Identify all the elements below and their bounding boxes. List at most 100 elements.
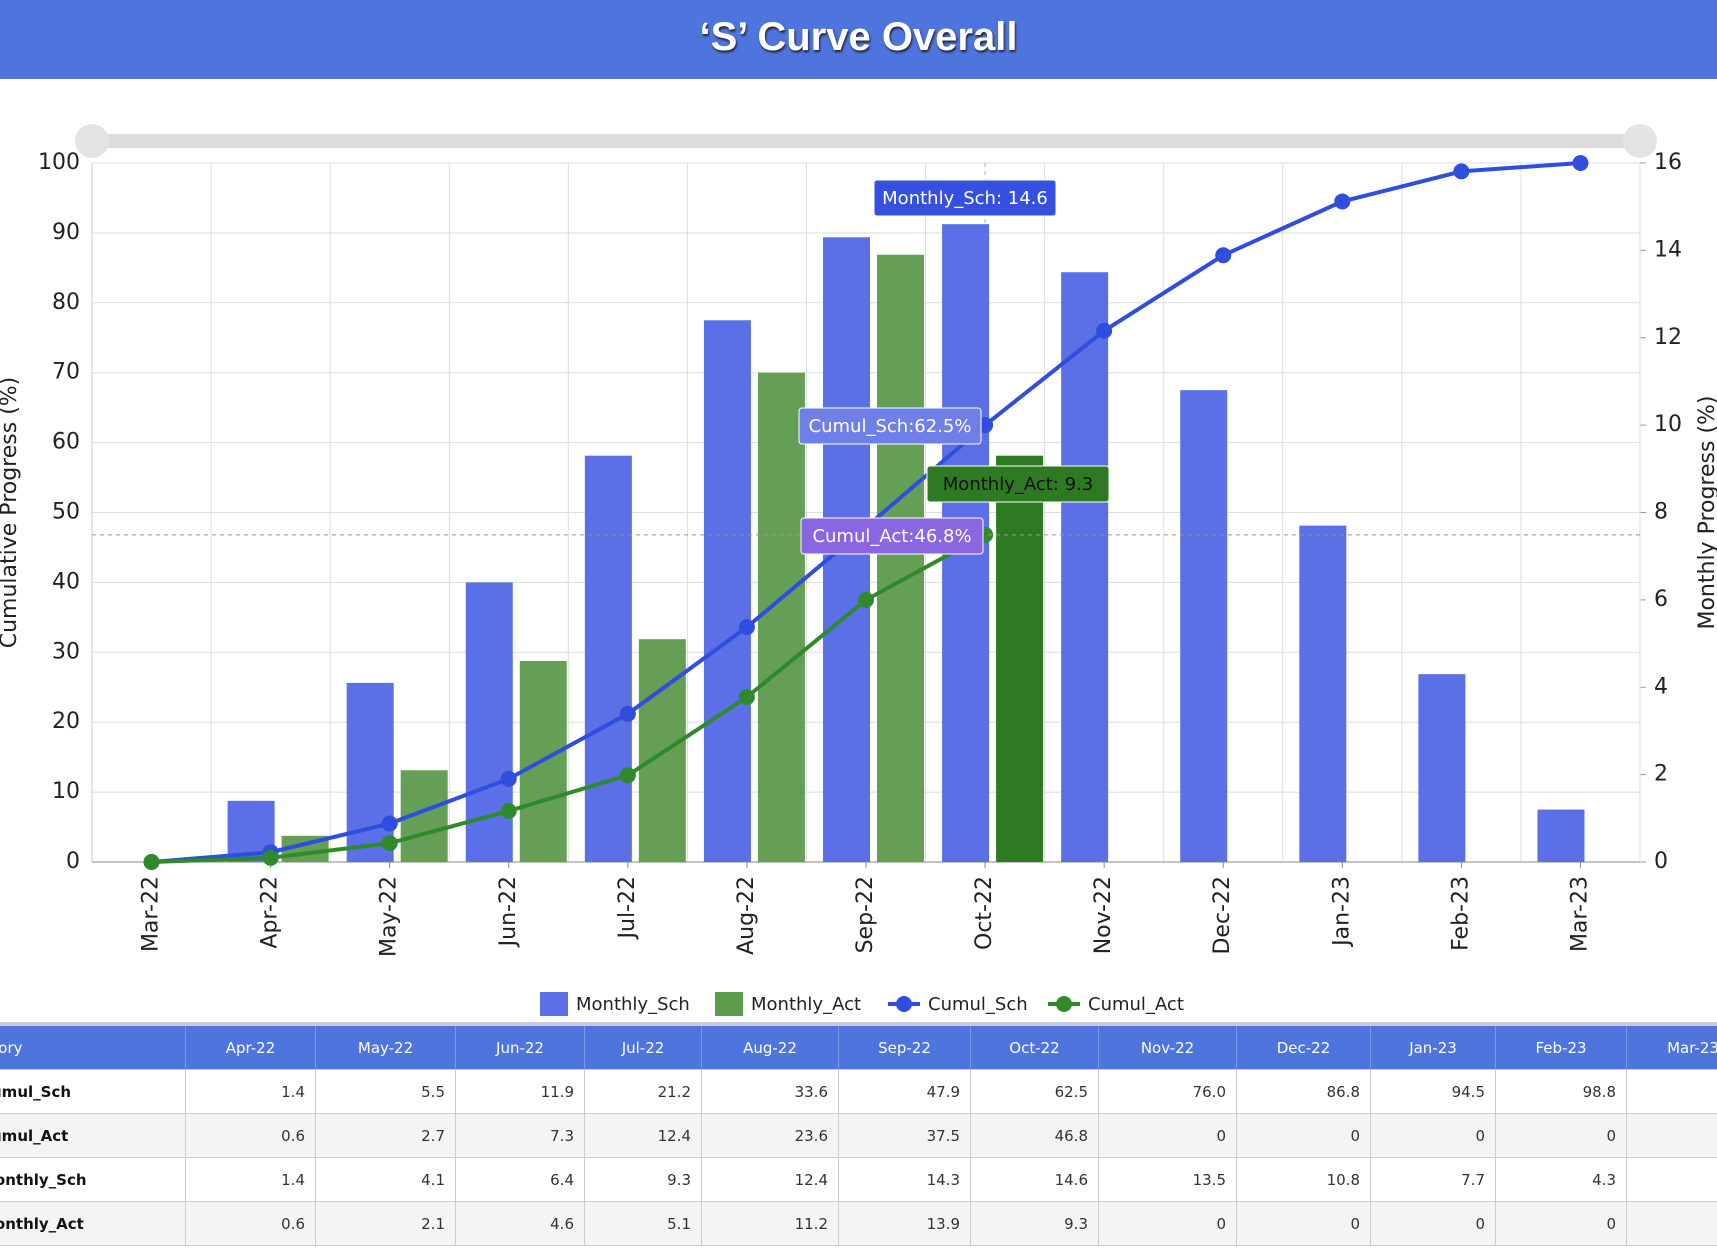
y-tick-label: 0 bbox=[66, 849, 80, 874]
table-cell: 62.5 bbox=[971, 1070, 1099, 1114]
table-cell: 12.4 bbox=[702, 1158, 839, 1202]
table-cell: Cumul_Sch bbox=[0, 1070, 186, 1114]
tooltip-text: Cumul_Act:46.8% bbox=[812, 526, 971, 547]
y2-tick-label: 6 bbox=[1654, 587, 1668, 612]
column-header: May-22 bbox=[316, 1026, 456, 1070]
bar bbox=[1299, 525, 1347, 862]
bar bbox=[877, 254, 924, 862]
column-header: Nov-22 bbox=[1099, 1026, 1237, 1070]
point bbox=[381, 815, 398, 832]
x-tick-label: Nov-22 bbox=[1091, 876, 1116, 954]
table-cell bbox=[1627, 1070, 1717, 1114]
tooltip-box bbox=[798, 407, 982, 445]
chart: 0 10 20 30 40 50 60 70 80 90 100 0 2 4 6 8 10 12 14 16 Cumul… bbox=[0, 124, 1717, 1016]
legend-label: Cumul_Act bbox=[1088, 994, 1184, 1015]
legend-swatch bbox=[540, 992, 568, 1016]
table-cell: 12.4 bbox=[585, 1114, 702, 1158]
tooltip: Monthly_Act: 9.3 bbox=[926, 465, 1110, 503]
table-cell: 0 bbox=[1496, 1202, 1627, 1246]
page-title: ‘S’ Curve Overall bbox=[0, 0, 1717, 79]
y-tick-label: 60 bbox=[52, 430, 80, 455]
table-row: Monthly_Sch1.44.16.49.312.414.314.613.51… bbox=[0, 1158, 1717, 1202]
tooltip: Cumul_Sch:62.5% bbox=[798, 407, 982, 445]
point bbox=[381, 835, 398, 852]
slider-handle[interactable] bbox=[1623, 124, 1657, 158]
y2-tick-label: 2 bbox=[1654, 762, 1668, 787]
x-tick-label: Apr-22 bbox=[258, 876, 283, 949]
point bbox=[858, 591, 874, 608]
point bbox=[738, 689, 755, 706]
x-tick-label: Mar-23 bbox=[1567, 876, 1592, 952]
table-cell bbox=[1627, 1202, 1717, 1246]
tooltip: Cumul_Act:46.8% bbox=[800, 517, 984, 555]
column-header: Category bbox=[0, 1026, 186, 1070]
table-cell: 0 bbox=[1099, 1114, 1237, 1158]
table-cell: 5.1 bbox=[585, 1202, 702, 1246]
legend-label: Monthly_Sch bbox=[576, 994, 690, 1015]
column-header: Aug-22 bbox=[702, 1026, 839, 1070]
point bbox=[262, 849, 279, 866]
table-cell bbox=[1627, 1114, 1717, 1158]
y-tick-label: 10 bbox=[52, 779, 80, 804]
table-cell: 6.4 bbox=[456, 1158, 585, 1202]
x-tick-label: Jul-22 bbox=[615, 876, 640, 940]
x-tick-label: Mar-22 bbox=[139, 876, 164, 952]
bar bbox=[1180, 390, 1228, 862]
table-cell: 5.5 bbox=[316, 1070, 456, 1114]
point bbox=[1453, 163, 1470, 180]
legend-label: Cumul_Sch bbox=[928, 994, 1028, 1015]
y2-tick-label: 14 bbox=[1654, 237, 1682, 262]
table-cell: 9.3 bbox=[971, 1202, 1099, 1246]
column-header: Mar-23 bbox=[1627, 1026, 1717, 1070]
table-cell: 0.6 bbox=[186, 1202, 316, 1246]
slider-handle[interactable] bbox=[75, 124, 109, 158]
y2-tick-label: 10 bbox=[1654, 412, 1682, 437]
table-cell: 11.2 bbox=[702, 1202, 839, 1246]
column-header: Sep-22 bbox=[839, 1026, 971, 1070]
bar bbox=[346, 682, 394, 862]
y-axis-title: Cumulative Progress (%) bbox=[0, 377, 22, 649]
x-tick-label: Aug-22 bbox=[734, 876, 759, 955]
table-cell: 0 bbox=[1237, 1114, 1371, 1158]
table-cell: 14.6 bbox=[971, 1158, 1099, 1202]
column-header: Apr-22 bbox=[186, 1026, 316, 1070]
table-cell: 13.9 bbox=[839, 1202, 971, 1246]
table-cell: 98.8 bbox=[1496, 1070, 1627, 1114]
point bbox=[619, 767, 636, 784]
y2-tick-label: 16 bbox=[1654, 150, 1682, 175]
bar bbox=[996, 455, 1044, 862]
table-cell: 4.3 bbox=[1496, 1158, 1627, 1202]
table-cell: 10.8 bbox=[1237, 1158, 1371, 1202]
point bbox=[1215, 247, 1232, 264]
table-header: CategoryApr-22May-22Jun-22Jul-22Aug-22Se… bbox=[0, 1026, 1717, 1070]
point bbox=[619, 705, 636, 722]
y-tick-label: 80 bbox=[52, 290, 80, 315]
legend-label: Monthly_Act bbox=[751, 994, 861, 1015]
column-header: Jan-23 bbox=[1371, 1026, 1496, 1070]
table-cell: 0 bbox=[1237, 1202, 1371, 1246]
table-cell: 2.1 bbox=[316, 1202, 456, 1246]
bar bbox=[703, 320, 751, 862]
table-cell: 13.5 bbox=[1099, 1158, 1237, 1202]
table-cell: 86.8 bbox=[1237, 1070, 1371, 1114]
table-cell: 21.2 bbox=[585, 1070, 702, 1114]
y2-tick-label: 8 bbox=[1654, 500, 1668, 525]
column-header: Feb-23 bbox=[1496, 1026, 1627, 1070]
x-tick-label: Oct-22 bbox=[972, 876, 997, 950]
table-cell: 37.5 bbox=[839, 1114, 971, 1158]
y2-tick-label: 4 bbox=[1654, 674, 1668, 699]
x-tick-label: Feb-23 bbox=[1448, 876, 1473, 951]
point bbox=[738, 619, 755, 636]
zoom-slider[interactable] bbox=[92, 134, 1640, 148]
line bbox=[151, 533, 987, 864]
table-cell: 47.9 bbox=[839, 1070, 971, 1114]
column-header: Dec-22 bbox=[1237, 1026, 1371, 1070]
y-tick-label: 90 bbox=[52, 220, 80, 245]
table-cell: Monthly_Sch bbox=[0, 1158, 186, 1202]
point bbox=[1572, 155, 1589, 171]
y-tick-label: 50 bbox=[52, 500, 80, 525]
tooltip-box bbox=[926, 465, 1110, 503]
point bbox=[143, 854, 160, 870]
table-cell: 1.4 bbox=[186, 1070, 316, 1114]
